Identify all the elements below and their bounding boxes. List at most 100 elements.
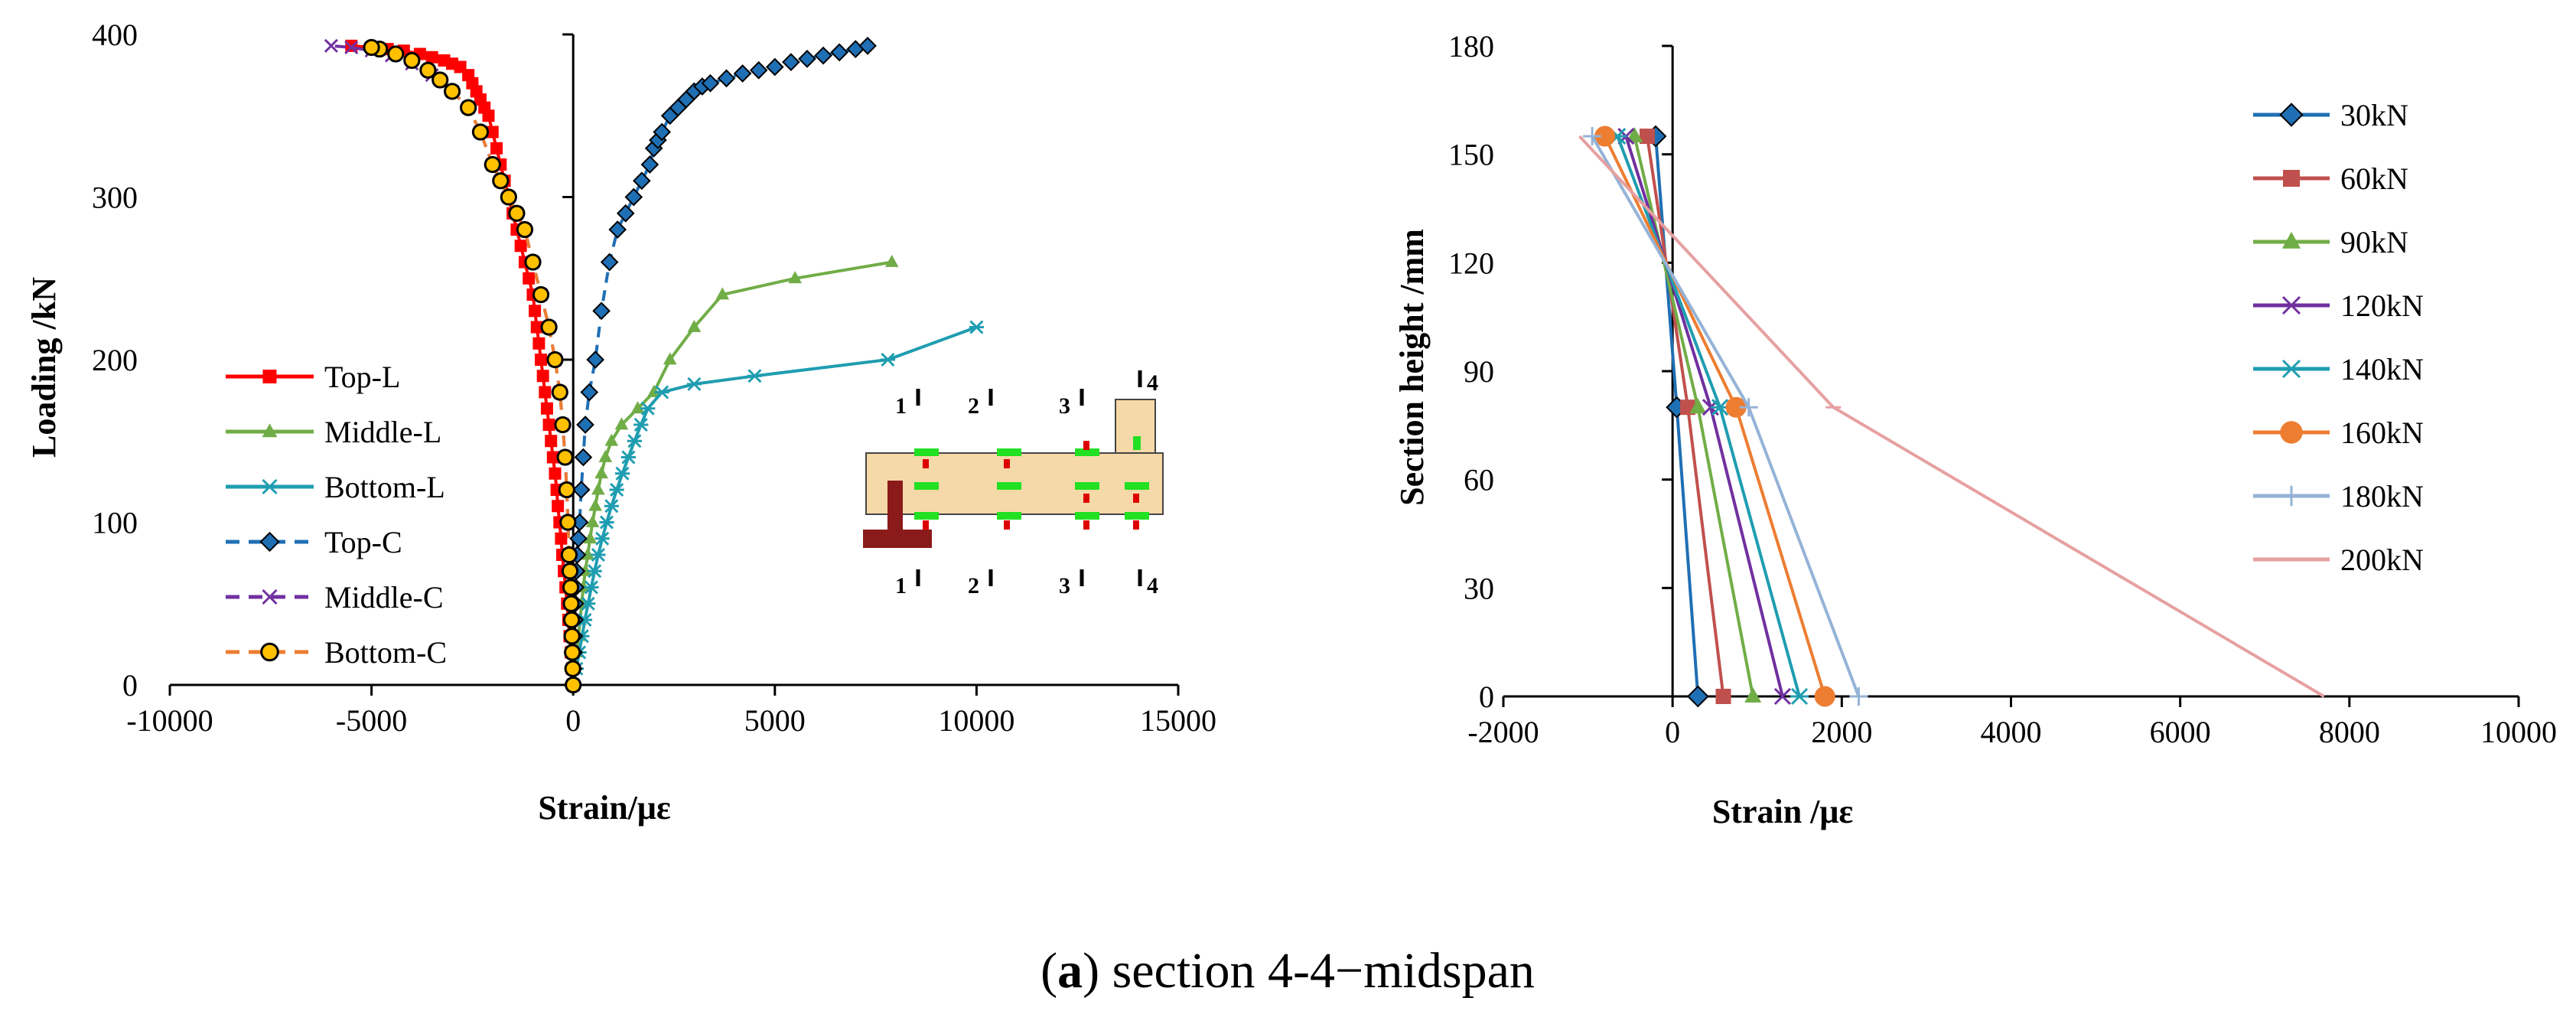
data-point (620, 450, 637, 465)
gauge-mark (1004, 520, 1010, 530)
data-point (747, 369, 763, 383)
right-chart-series (1578, 125, 2325, 708)
y-tick-label: 180 (1448, 29, 1494, 64)
legend-entry-160kn: 160kN (2253, 416, 2424, 450)
data-point (598, 449, 613, 462)
data-point (539, 386, 552, 399)
data-point (562, 595, 580, 612)
legend-entry-90kn: 90kN (2253, 225, 2408, 259)
data-point (627, 434, 642, 448)
series-line (1591, 135, 1861, 697)
data-point (549, 467, 562, 480)
data-point (1814, 686, 1835, 707)
section-height-strain-chart: -2000 0 2000 4000 6000 8000 100000306090120150… (1393, 29, 2557, 830)
right-chart-y-axis-label: Section height /mm (1393, 229, 1431, 506)
data-point (1583, 127, 1602, 146)
gauge-mark (923, 520, 929, 530)
x-tick-label: 4000 (1981, 715, 2042, 749)
legend-entry-middle-l: Middle-L (226, 415, 441, 449)
data-point (555, 532, 568, 545)
x-tick-label: 8000 (2319, 715, 2380, 749)
gauge-mark (923, 459, 929, 468)
data-point (663, 352, 677, 365)
legend-label: 200kN (2340, 543, 2424, 577)
data-point (530, 321, 543, 334)
data-point (508, 204, 526, 222)
series-160kn (1594, 126, 1835, 707)
data-point (969, 320, 984, 334)
y-tick-label: 0 (1479, 680, 1494, 714)
legend-label: Top-L (324, 360, 400, 394)
data-point (604, 433, 619, 446)
right-chart-x-axis-label: Strain /με (1712, 793, 1853, 830)
gauge-mark (997, 482, 1021, 490)
data-point (788, 271, 802, 284)
data-point (551, 383, 568, 401)
data-point (484, 155, 501, 174)
legend-marker (2281, 295, 2301, 315)
y-tick-label: 100 (92, 506, 138, 540)
x-tick-label: 2000 (1811, 715, 1872, 749)
data-point (599, 515, 614, 530)
data-point (586, 350, 605, 369)
gauge-mark (997, 512, 1021, 520)
data-point (492, 172, 510, 190)
data-point (701, 73, 720, 93)
data-point (591, 547, 606, 562)
legend-marker (262, 589, 278, 605)
legend-marker (261, 478, 278, 495)
gauge-mark (1083, 520, 1089, 530)
data-point (486, 126, 499, 139)
legend-entry-200kn: 200kN (2253, 543, 2424, 577)
load-strain-chart: -10000 -5000 0 5000 10000 150000100200300400 … (25, 18, 1216, 827)
data-point (425, 51, 438, 64)
data-point (490, 142, 503, 155)
data-point (640, 155, 659, 174)
series-line (572, 44, 868, 686)
section-label-1-top: 1 (895, 393, 907, 419)
data-point (540, 402, 553, 415)
caption-letter: a (1057, 943, 1083, 999)
data-point (604, 499, 619, 514)
legend-entry-30kn: 30kN (2253, 98, 2408, 132)
data-point (532, 337, 545, 350)
data-point (524, 253, 542, 271)
legend-marker (2279, 103, 2304, 127)
data-point (646, 384, 661, 397)
section-label-3-bottom: 3 (1059, 573, 1070, 598)
data-point (592, 302, 611, 321)
legend-marker (260, 642, 279, 662)
data-point (594, 531, 610, 546)
data-point (546, 350, 564, 369)
legend-entry-140kn: 140kN (2253, 352, 2424, 386)
legend-label: 180kN (2340, 479, 2424, 514)
data-point (580, 383, 599, 402)
y-tick-label: 200 (92, 343, 138, 377)
legend-label: Bottom-L (324, 470, 445, 504)
data-point (880, 352, 896, 367)
data-point (717, 69, 736, 88)
data-point (562, 579, 580, 596)
data-point (1715, 689, 1731, 704)
x-tick-label: 15000 (1140, 703, 1216, 738)
data-point (687, 319, 702, 332)
data-point (460, 99, 477, 116)
support-steel-base (863, 530, 932, 548)
data-point (630, 401, 645, 414)
data-point (814, 46, 832, 65)
data-point (594, 466, 608, 479)
gauge-mark (1125, 512, 1149, 520)
gauge-mark (997, 448, 1021, 456)
legend-marker (2283, 170, 2300, 187)
data-point (609, 482, 624, 497)
data-point (587, 564, 602, 579)
data-point (572, 481, 591, 499)
data-point (532, 285, 550, 304)
section-cut-lines (916, 370, 1142, 586)
x-tick-label: 5000 (744, 703, 806, 738)
legend-label: Top-C (324, 525, 402, 559)
data-point (546, 451, 559, 464)
right-chart-tick-labels: -2000 0 2000 4000 6000 8000 100000306090120150… (1448, 29, 2557, 749)
series-200kn (1578, 135, 2325, 698)
data-point (324, 38, 338, 53)
